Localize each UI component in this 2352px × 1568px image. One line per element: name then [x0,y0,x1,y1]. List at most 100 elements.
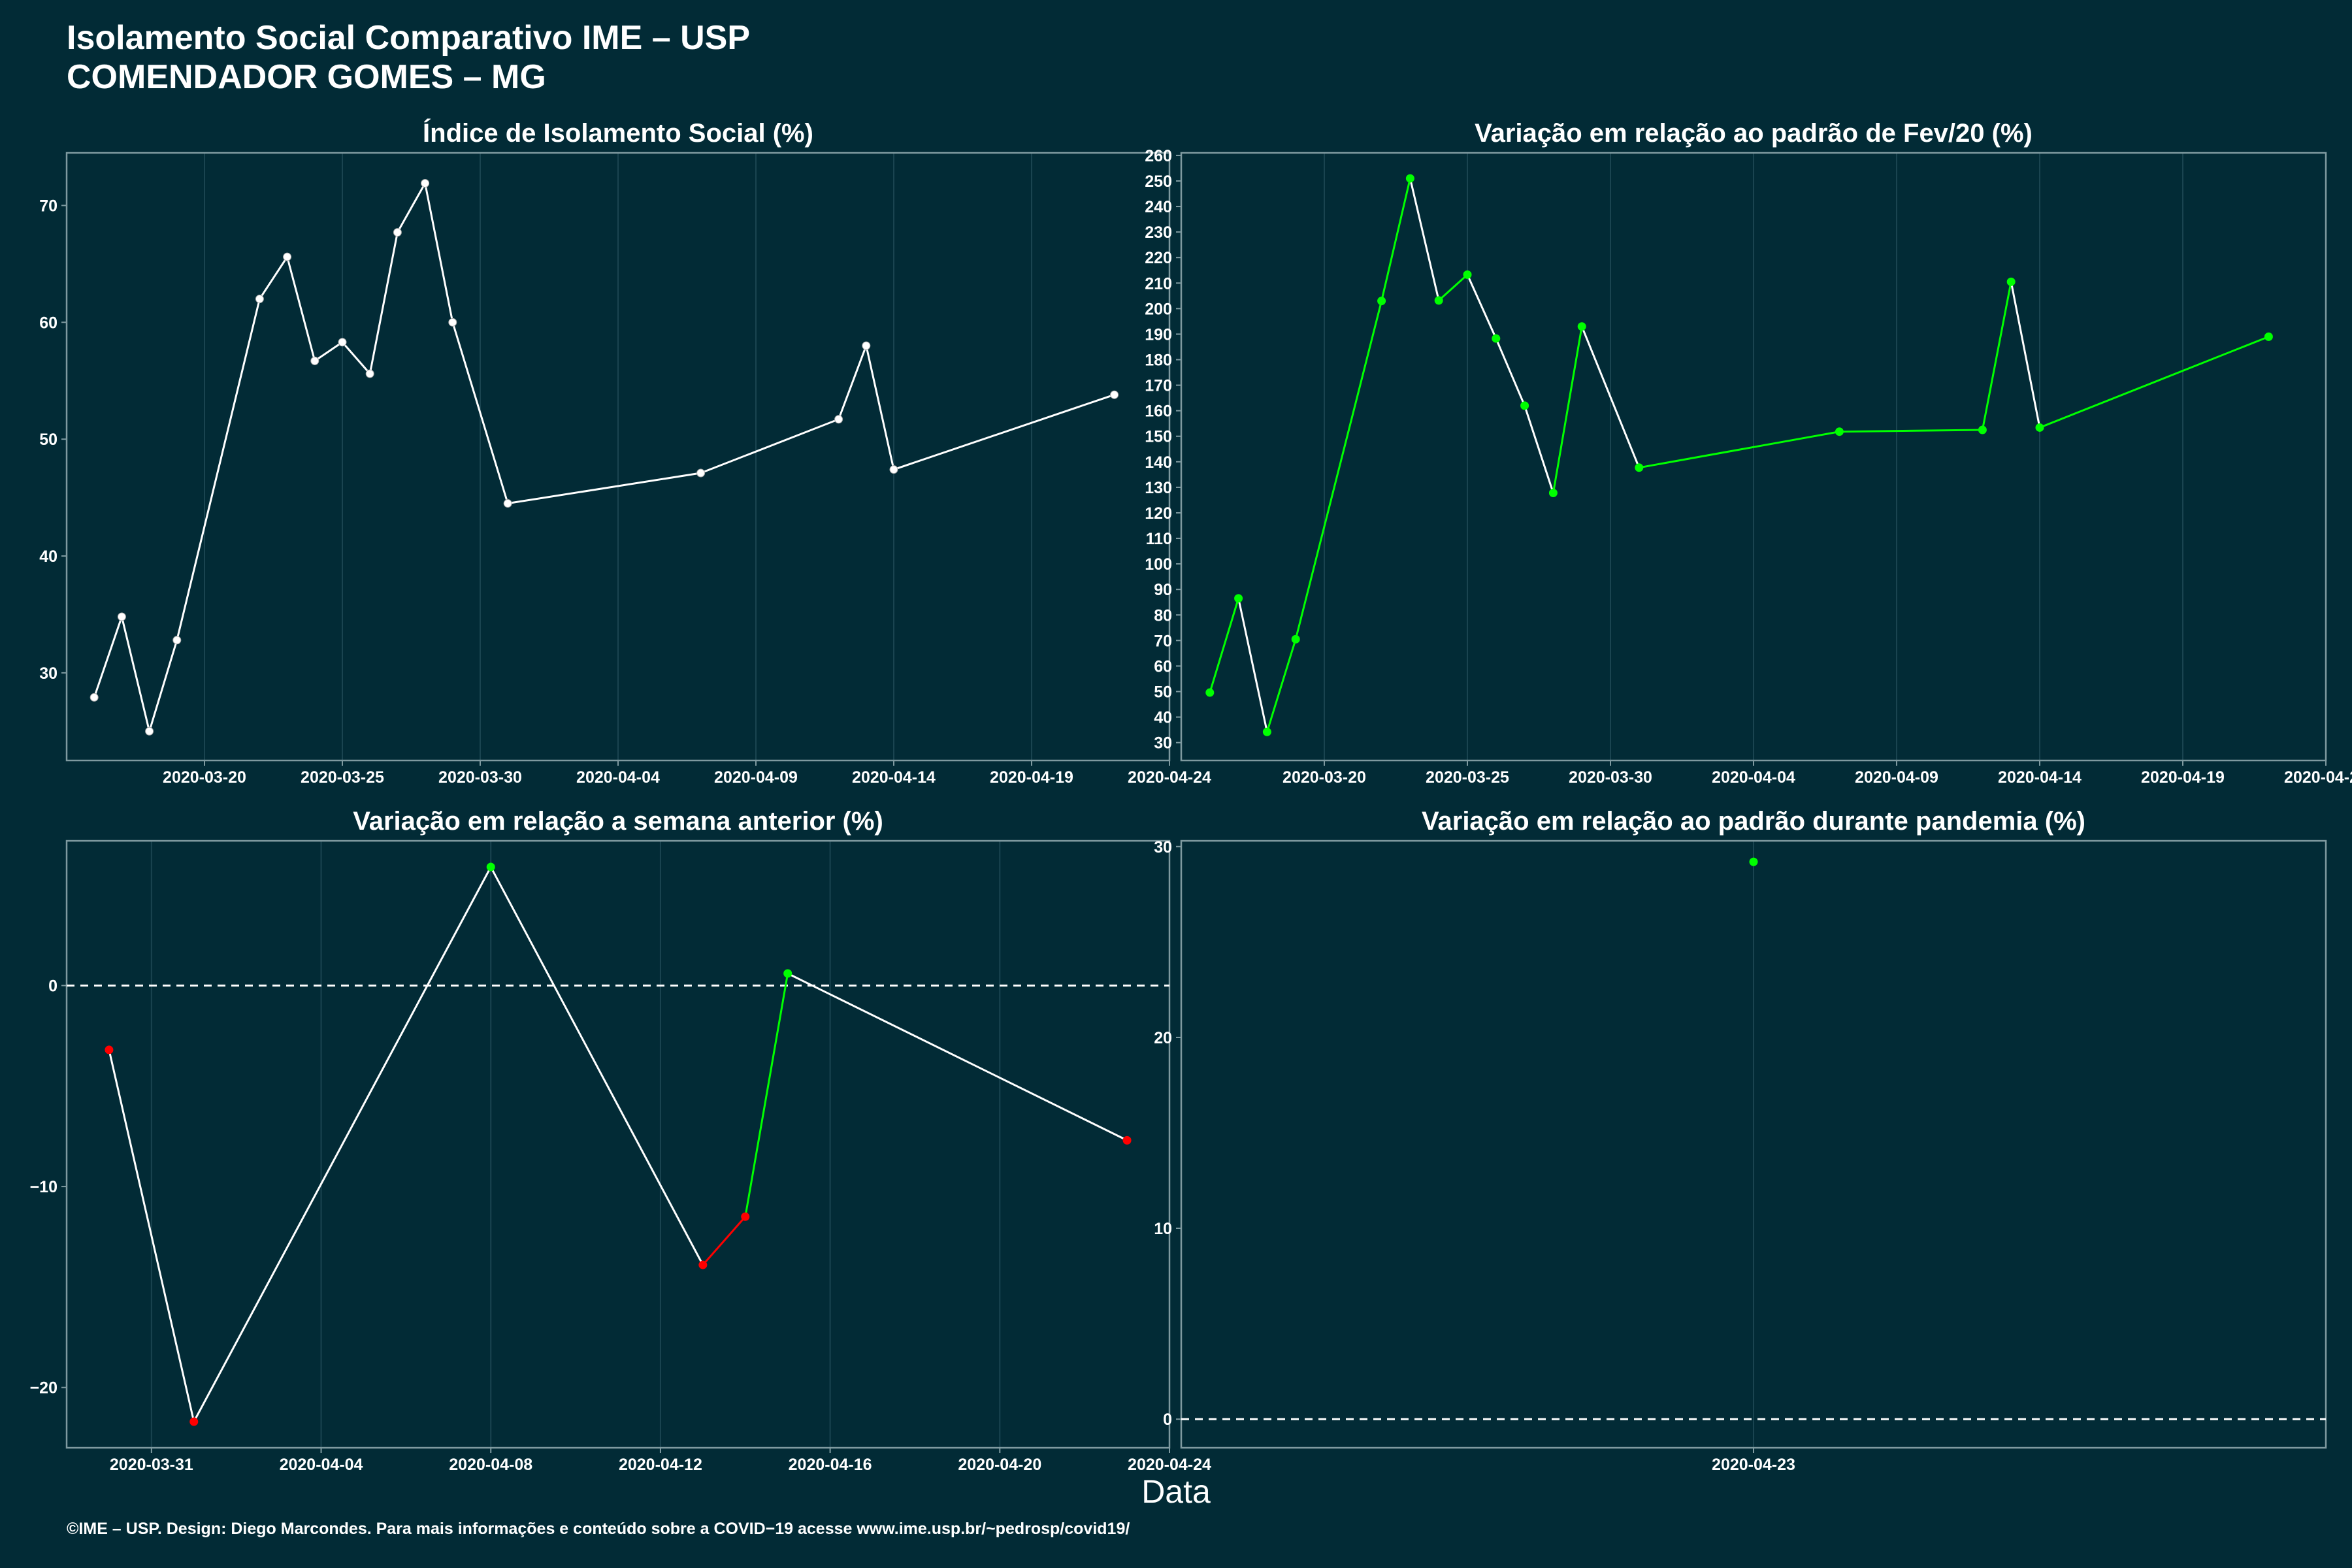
x-tick-label: 2020-03-31 [110,1456,193,1474]
series-segment [744,973,789,1217]
series-segment [702,1216,746,1266]
data-point [1122,1135,1132,1145]
panel-title: Variação em relação ao padrão de Fev/20 … [1475,119,2033,148]
data-point [365,369,374,378]
series-segment [148,640,178,732]
y-tick-label: 50 [1154,683,1172,701]
series-segment [176,299,261,641]
y-tick-label: 120 [1145,504,1172,523]
x-tick-label: 2020-03-30 [1569,768,1652,787]
y-tick-label: 230 [1145,223,1172,242]
footer-credit: ©IME – USP. Design: Diego Marcondes. Par… [67,1520,1130,1538]
series-segment [1209,598,1240,693]
data-point [696,468,706,478]
data-point [1110,390,1119,399]
y-tick-label: 190 [1145,325,1172,344]
panel-frame [1180,840,2327,1449]
y-tick-label: 10 [1154,1220,1172,1238]
x-tick-label: 2020-04-19 [2141,768,2225,787]
y-tick-label: 0 [48,977,57,995]
series-segment [1552,326,1583,493]
series-segment [1981,282,2012,431]
x-tick-label: 2020-03-30 [438,768,522,787]
x-tick-label: 2020-03-20 [1282,768,1366,787]
data-point [1492,334,1501,343]
x-tick-label: 2020-04-20 [958,1456,1041,1474]
series-segment [1266,638,1297,732]
x-tick-label: 2020-04-23 [1712,1456,1795,1474]
series-segment [1466,274,1497,339]
series-segment [2010,282,2041,428]
series-segment [120,616,151,732]
y-tick-label: 100 [1145,555,1172,574]
series-segment [2039,335,2269,429]
y-tick-label: −20 [30,1379,57,1397]
data-point [421,179,430,188]
x-tick-label: 2020-04-04 [576,768,660,787]
series-segment [1294,301,1383,640]
series-segment [424,183,454,323]
series-segment [341,341,371,375]
main-title: Isolamento Social Comparativo IME – USP … [67,18,750,97]
series-segment [1237,598,1268,732]
panel-3: Variação em relação a semana anterior (%… [30,807,1211,1474]
data-point [393,228,402,237]
series-segment [314,341,343,362]
y-tick-label: 60 [39,314,57,332]
data-point [1262,727,1271,736]
x-tick-label: 2020-04-08 [449,1456,532,1474]
data-point [889,465,898,474]
panel-4: Variação em relação ao padrão durante pa… [1154,807,2327,1474]
x-tick-label: 2020-04-04 [1712,768,1795,787]
series-segment [1839,429,1983,433]
x-tick-label: 2020-04-19 [990,768,1073,787]
x-tick-label: 2020-04-14 [852,768,936,787]
series-segment [93,616,123,698]
x-tick-label: 2020-03-25 [1426,768,1509,787]
x-tick-label: 2020-04-09 [714,768,798,787]
data-point [1835,427,1844,436]
data-point [2035,423,2044,432]
data-point [1548,488,1558,497]
y-tick-label: 70 [39,197,57,215]
data-point [1205,688,1215,697]
y-tick-label: −10 [30,1178,57,1196]
y-tick-label: 90 [1154,581,1172,599]
panel-2: Variação em relação ao padrão de Fev/20 … [1145,119,2352,787]
data-point [486,862,495,872]
x-tick-label: 2020-04-04 [280,1456,363,1474]
y-tick-label: 50 [39,431,57,449]
y-tick-label: 180 [1145,351,1172,370]
data-point [448,318,457,327]
data-point [2006,277,2016,286]
y-tick-label: 140 [1145,453,1172,472]
data-point [255,295,264,304]
y-tick-label: 40 [39,547,57,566]
data-point [1749,857,1758,866]
y-tick-label: 110 [1146,530,1172,548]
y-tick-label: 260 [1145,147,1172,165]
series-segment [259,256,288,300]
title-line-1: Isolamento Social Comparativo IME – USP [67,19,751,57]
data-point [1577,322,1586,331]
series-segment [489,866,704,1266]
y-tick-label: 150 [1145,428,1172,446]
y-tick-label: 210 [1145,274,1172,293]
x-tick-label: 2020-04-24 [2284,768,2352,787]
series-segment [397,182,426,233]
data-point [145,727,154,736]
y-tick-label: 170 [1145,377,1172,395]
y-tick-label: 80 [1154,606,1172,625]
x-tick-label: 2020-04-14 [1998,768,2082,787]
series-segment [1438,274,1469,301]
series-segment [1524,405,1554,493]
y-tick-label: 70 [1154,632,1172,650]
panel-frame [65,152,1171,762]
data-point [1234,594,1243,603]
y-tick-label: 240 [1145,198,1172,216]
data-point [503,499,512,508]
data-point [862,341,871,350]
y-tick-label: 220 [1145,249,1172,267]
panel-title: Variação em relação a semana anterior (%… [353,807,883,836]
x-axis-label: Data [1141,1473,1211,1510]
